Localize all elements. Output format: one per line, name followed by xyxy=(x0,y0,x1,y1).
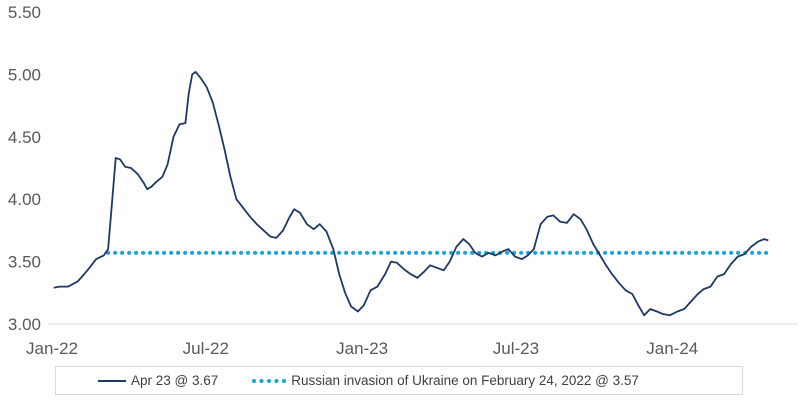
x-axis-ticks: Jan-22 Jul-22 Jan-23 Jul-23 Jan-24 xyxy=(26,339,698,358)
y-tick-label: 3.00 xyxy=(8,315,41,334)
legend-item-series-2: Russian invasion of Ukraine on February … xyxy=(252,373,639,388)
y-tick-label: 5.00 xyxy=(8,65,41,84)
legend-item-series-1: Apr 23 @ 3.67 xyxy=(98,373,218,388)
x-tick-label: Jan-22 xyxy=(26,339,78,358)
legend: Apr 23 @ 3.67 Russian invasion of Ukrain… xyxy=(55,366,743,395)
y-tick-label: 3.50 xyxy=(8,253,41,272)
x-tick-label: Jan-24 xyxy=(646,339,698,358)
y-tick-label: 4.50 xyxy=(8,128,41,147)
y-tick-label: 5.50 xyxy=(8,3,41,22)
x-tick-label: Jul-22 xyxy=(183,339,229,358)
y-tick-label: 4.00 xyxy=(8,190,41,209)
series-line-1 xyxy=(53,71,769,317)
legend-swatch-dotted xyxy=(252,378,287,383)
series-layer xyxy=(53,71,771,317)
legend-label-series-1: Apr 23 @ 3.67 xyxy=(131,373,219,388)
legend-swatch-solid xyxy=(98,379,126,382)
x-tick-label: Jul-23 xyxy=(493,339,539,358)
y-axis-ticks: 3.00 3.50 4.00 4.50 5.00 5.50 xyxy=(8,3,41,334)
x-tick-label: Jan-23 xyxy=(336,339,388,358)
legend-label-series-2: Russian invasion of Ukraine on February … xyxy=(291,373,639,388)
